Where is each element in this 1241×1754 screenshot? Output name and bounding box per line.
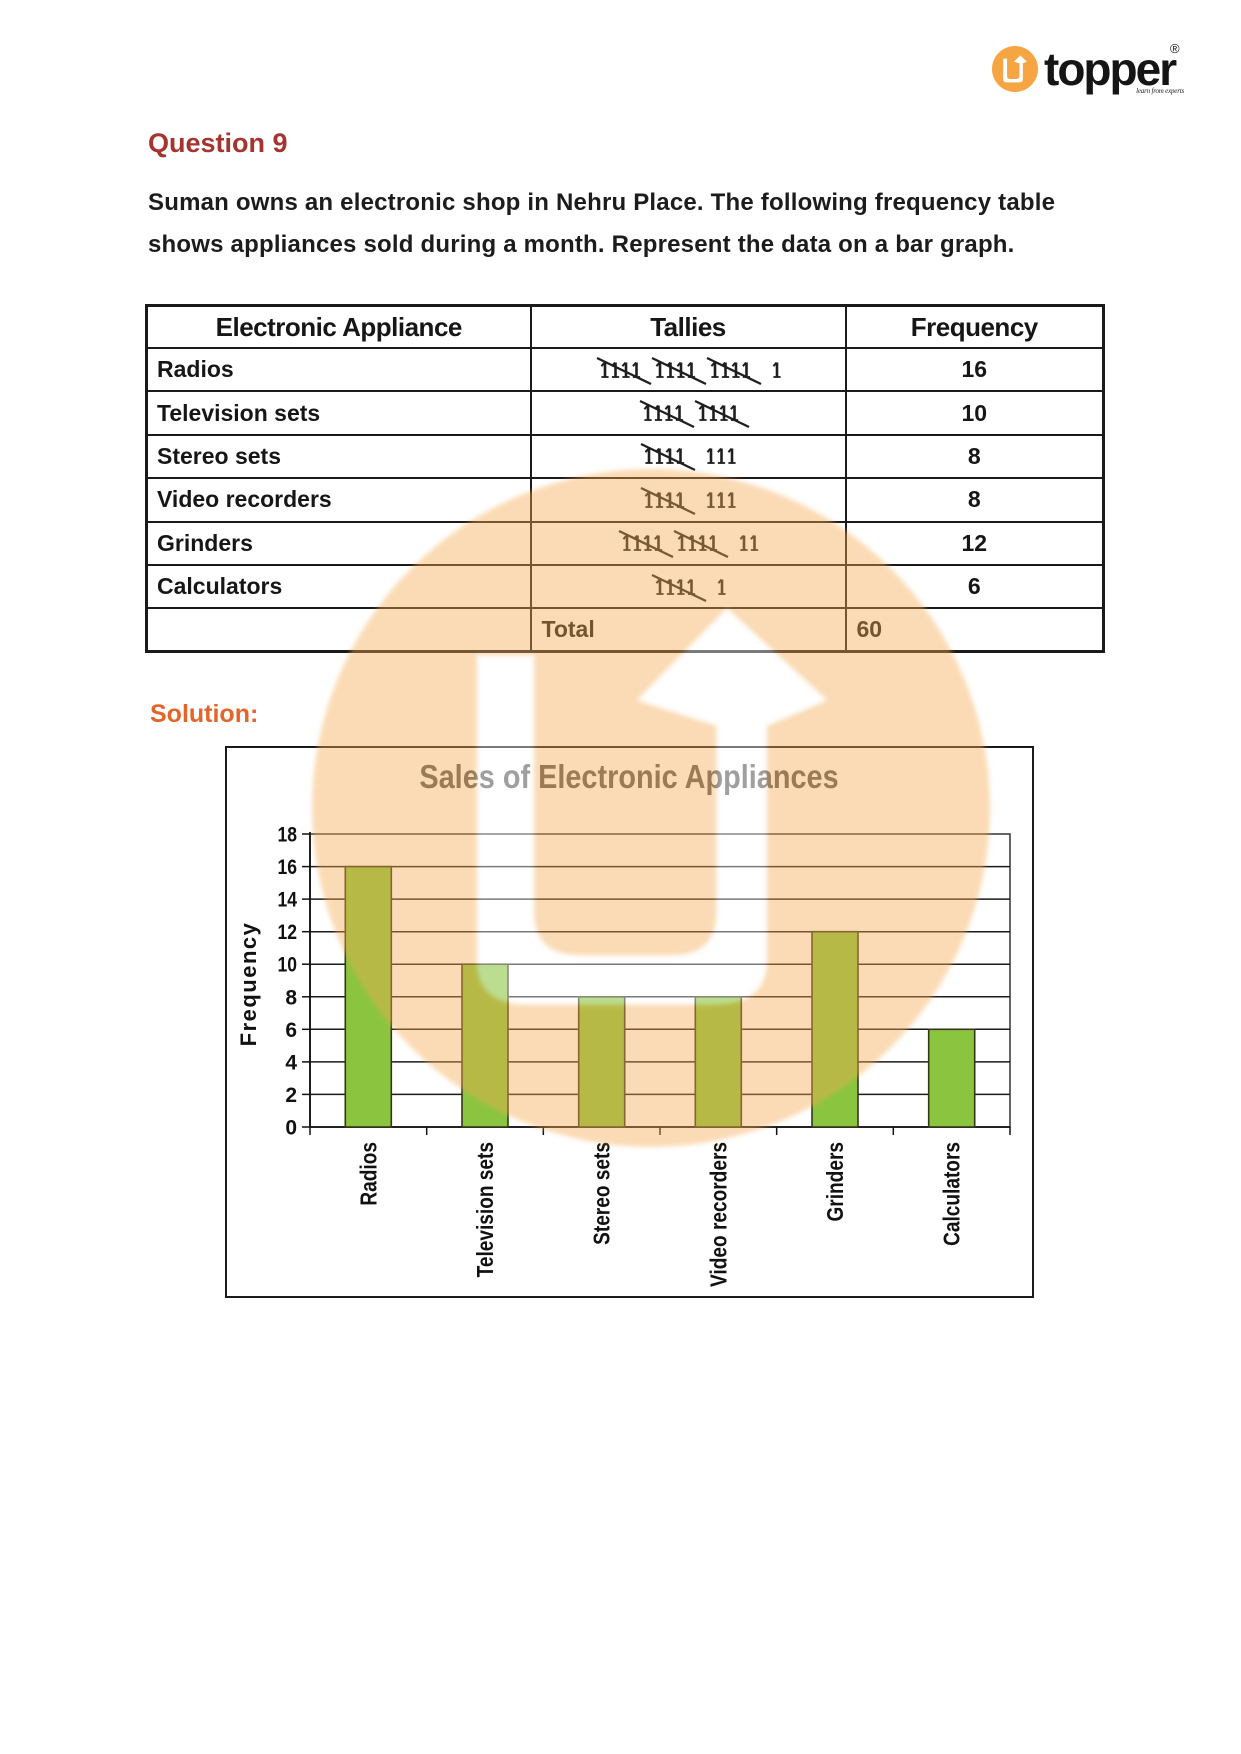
- svg-text:Radios: Radios: [357, 1142, 382, 1206]
- svg-text:16: 16: [278, 856, 298, 879]
- svg-text:10: 10: [278, 954, 298, 977]
- svg-text:Calculators: Calculators: [940, 1142, 965, 1246]
- svg-text:18: 18: [278, 824, 298, 847]
- svg-text:Sales of Electronic Appliances: Sales of Electronic Appliances: [419, 758, 838, 795]
- svg-text:6: 6: [285, 1019, 297, 1042]
- svg-text:4: 4: [285, 1051, 297, 1074]
- svg-text:Stereo sets: Stereo sets: [590, 1142, 615, 1245]
- svg-text:0: 0: [285, 1117, 297, 1140]
- svg-text:8: 8: [285, 986, 297, 1009]
- svg-text:Video recorders: Video recorders: [707, 1142, 732, 1287]
- svg-text:Frequency: Frequency: [236, 922, 261, 1047]
- svg-text:Grinders: Grinders: [823, 1142, 848, 1222]
- svg-text:14: 14: [278, 889, 298, 912]
- svg-text:Television sets: Television sets: [473, 1142, 498, 1277]
- svg-text:2: 2: [285, 1084, 297, 1107]
- svg-text:12: 12: [278, 921, 298, 944]
